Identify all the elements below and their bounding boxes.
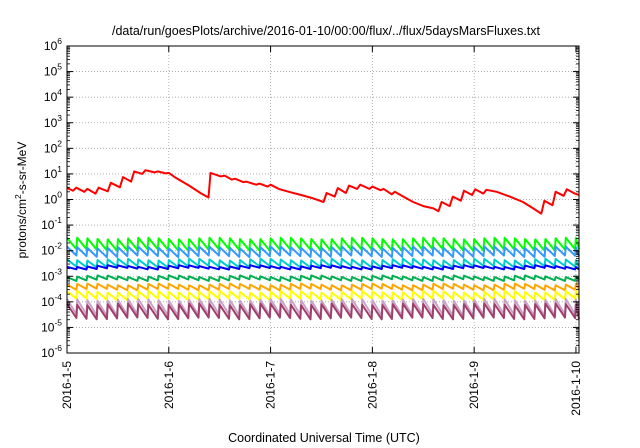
- y-tick-label: 103: [44, 113, 62, 130]
- chart-title: /data/run/goesPlots/archive/2016-01-10/0…: [112, 24, 541, 38]
- y-tick-base: 10: [41, 244, 55, 258]
- y-tick-base: 10: [41, 295, 55, 309]
- y-axis-label: protons/cm2-s-sr-MeV: [13, 142, 29, 259]
- y-tick-exponent: -6: [54, 343, 62, 353]
- y-tick-exponent: -4: [54, 292, 62, 302]
- x-axis: 2016-1-5 2016-1-6 2016-1-7 2016-1-8 2016-1-9…: [60, 46, 583, 416]
- y-tick-base: 10: [44, 39, 58, 53]
- y-tick-base: 10: [44, 116, 58, 130]
- y-tick-exponent: -2: [54, 241, 62, 251]
- series-line-2: [66, 236, 580, 252]
- y-tick-label: 10-3: [41, 266, 62, 283]
- y-axis-label-post: -s-sr-MeV: [15, 142, 29, 195]
- y-tick-exponent: 0: [57, 190, 62, 200]
- y-tick-exponent: 5: [57, 62, 62, 72]
- y-tick-label: 102: [44, 138, 62, 155]
- x-tick-label: 2016-1-9: [467, 361, 481, 409]
- y-tick-base: 10: [41, 269, 55, 283]
- x-tick-label: 2016-1-6: [162, 361, 176, 409]
- y-tick-label: 105: [44, 62, 62, 79]
- y-tick-exponent: 2: [57, 138, 62, 148]
- x-tick-label: 2016-1-5: [60, 361, 74, 409]
- y-axis: 10-610-510-410-310-210-11001011021031041…: [41, 36, 579, 360]
- y-tick-base: 10: [44, 141, 58, 155]
- y-tick-label: 10-6: [41, 343, 62, 360]
- y-tick-base: 10: [44, 65, 58, 79]
- y-tick-label: 10-2: [41, 241, 62, 258]
- y-tick-base: 10: [41, 346, 55, 360]
- y-tick-label: 10-4: [41, 292, 62, 309]
- series-group: [66, 169, 580, 321]
- series-line-10: [66, 302, 580, 321]
- x-tick-label: 2016-1-7: [264, 361, 278, 409]
- series-line-9: [66, 298, 580, 318]
- series-line-6: [66, 274, 580, 282]
- y-tick-exponent: 6: [57, 36, 62, 46]
- y-tick-label: 101: [44, 164, 62, 181]
- y-tick-base: 10: [44, 167, 58, 181]
- series-line-7: [66, 282, 580, 292]
- x-tick-label: 2016-1-10: [569, 361, 583, 416]
- y-tick-base: 10: [41, 320, 55, 334]
- x-tick-label: 2016-1-8: [365, 361, 379, 409]
- y-tick-label: 10-1: [41, 215, 62, 232]
- y-tick-label: 106: [44, 36, 62, 53]
- y-tick-label: 104: [44, 87, 62, 104]
- y-tick-exponent: 1: [57, 164, 62, 174]
- y-axis-label-pre: protons/cm: [15, 199, 29, 258]
- y-tick-exponent: 3: [57, 113, 62, 123]
- y-tick-label: 10-5: [41, 317, 62, 334]
- x-axis-label: Coordinated Universal Time (UTC): [228, 431, 420, 445]
- series-line-8: [66, 289, 580, 302]
- y-tick-exponent: 4: [57, 87, 62, 97]
- y-tick-label: 100: [44, 190, 62, 207]
- y-tick-exponent: -3: [54, 266, 62, 276]
- series-line-1: [66, 169, 580, 215]
- series-line-5: [66, 264, 580, 271]
- series-line-4: [66, 257, 580, 269]
- y-tick-base: 10: [41, 218, 55, 232]
- y-tick-exponent: -5: [54, 317, 62, 327]
- y-axis-label-sup: 2: [13, 194, 23, 199]
- y-tick-base: 10: [44, 90, 58, 104]
- y-tick-base: 10: [44, 193, 58, 207]
- series-line-3: [66, 245, 580, 259]
- y-tick-exponent: -1: [54, 215, 62, 225]
